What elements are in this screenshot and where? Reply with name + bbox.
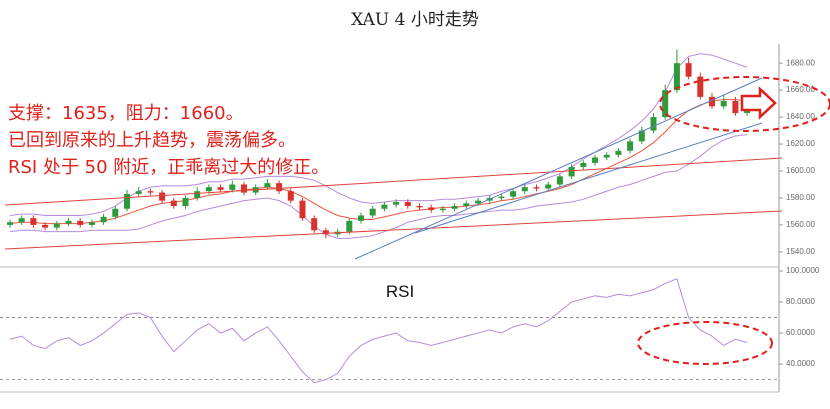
- highlight-ellipse: [637, 321, 773, 365]
- candle-body: [673, 63, 680, 91]
- candle-body: [229, 184, 236, 190]
- candle-body: [580, 162, 587, 167]
- candle-body: [393, 202, 400, 205]
- candle-body: [697, 76, 704, 97]
- annotation: 已回到原来的上升趋势，震荡偏多。: [8, 130, 296, 151]
- candle-body: [592, 157, 598, 163]
- y-tick-label: 40.0000: [786, 359, 815, 368]
- y-tick-label: 1680.00: [786, 58, 815, 67]
- y-tick-label: 1560.00: [786, 220, 815, 229]
- y-tick-label: 1540.00: [786, 247, 815, 256]
- candle-body: [170, 200, 177, 207]
- y-tick-label: 1600.00: [786, 166, 815, 175]
- candle-body: [451, 206, 458, 209]
- candle-body: [100, 216, 107, 223]
- candle-body: [650, 117, 657, 131]
- candle-body: [18, 218, 25, 223]
- candle-body: [556, 176, 563, 185]
- candle-body: [463, 203, 470, 207]
- candle-body: [42, 224, 49, 228]
- trendline: [4, 210, 783, 250]
- annotations: 支撑：1635，阻力：1660。 已回到原来的上升趋势，震荡偏多。 RSI 处于…: [8, 103, 329, 178]
- rsi-panel: 40.0000 60.0000 80.0000 100.0000: [0, 266, 820, 384]
- trendline: [4, 157, 783, 206]
- candle-body: [709, 96, 715, 107]
- candle-body: [498, 196, 505, 198]
- candle-body: [475, 200, 481, 204]
- candle-body: [205, 187, 212, 192]
- candle-body: [147, 191, 154, 193]
- price-panel: 1540.00 1560.00 1580.00 1600.00 1620.00 1640.…: [7, 49, 815, 256]
- candle-body: [545, 184, 552, 189]
- candle-body: [182, 197, 189, 207]
- candle-body: [30, 218, 37, 225]
- candle-body: [603, 154, 610, 158]
- candle-body: [135, 191, 142, 194]
- candle-body: [662, 90, 669, 118]
- candle-body: [369, 208, 376, 216]
- candle-body: [358, 215, 364, 221]
- y-tick-label: 1660.00: [786, 85, 815, 94]
- candle-body: [299, 200, 306, 219]
- arrow: [740, 86, 777, 120]
- trendline: [354, 77, 763, 260]
- y-tick-label: 60.0000: [786, 328, 815, 337]
- candle-body: [217, 187, 224, 190]
- highlight-ellipse: [659, 76, 830, 132]
- trendline: [414, 122, 763, 234]
- y-tick-label: 100.0000: [786, 266, 820, 275]
- chart-title: XAU 4 小时走势: [351, 10, 479, 30]
- annotation: RSI 处于 50 附近，正乖离过大的修正。: [8, 157, 329, 178]
- candle-body: [322, 230, 329, 235]
- candle-body: [7, 222, 13, 225]
- candle-body: [381, 204, 388, 209]
- candle-body: [53, 223, 60, 228]
- indicator-line: [9, 99, 748, 225]
- candle-body: [521, 187, 528, 192]
- trendlines: [4, 76, 830, 365]
- candle-body: [346, 220, 353, 232]
- candle-body: [264, 183, 271, 188]
- indicator-line: [9, 134, 748, 239]
- candle-body: [241, 184, 247, 193]
- candle-body: [287, 191, 294, 201]
- candle-body: [311, 218, 318, 231]
- candle-body: [615, 150, 622, 155]
- candle-body: [510, 191, 517, 197]
- y-tick-label: 80.0000: [786, 297, 815, 306]
- candle-body: [77, 220, 84, 225]
- candle-body: [88, 222, 95, 225]
- candle-body: [276, 183, 283, 192]
- candle-body: [416, 206, 423, 208]
- candle-body: [439, 208, 446, 211]
- candle-body: [732, 100, 739, 114]
- candle-body: [159, 192, 166, 201]
- candle-body: [720, 100, 727, 107]
- candle-body: [124, 193, 130, 209]
- y-tick-label: 1620.00: [786, 139, 815, 148]
- rsi-title: RSI: [386, 282, 414, 301]
- annotation: 支撑：1635，阻力：1660。: [8, 103, 244, 124]
- candle-body: [65, 220, 72, 224]
- y-tick-label: 1640.00: [786, 112, 815, 121]
- candle-body: [428, 207, 435, 211]
- candle-body: [112, 208, 119, 217]
- candle-body: [404, 202, 411, 207]
- candle-body: [194, 191, 201, 198]
- candle-body: [568, 166, 575, 177]
- candle-body: [638, 130, 645, 142]
- indicator-line: [9, 53, 748, 216]
- y-tick-label: 1580.00: [786, 193, 815, 202]
- candle-body: [533, 187, 540, 189]
- candle-body: [627, 141, 634, 151]
- candle-body: [685, 63, 692, 77]
- rsi-line: [9, 278, 748, 384]
